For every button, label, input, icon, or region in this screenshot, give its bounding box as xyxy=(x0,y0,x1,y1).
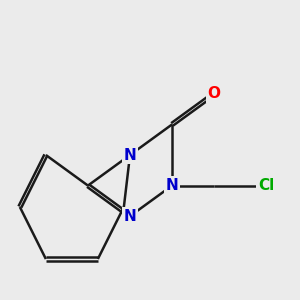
Text: N: N xyxy=(124,209,136,224)
Text: O: O xyxy=(208,86,220,101)
Text: Cl: Cl xyxy=(258,178,274,193)
Text: N: N xyxy=(166,178,178,193)
Text: N: N xyxy=(124,148,136,163)
